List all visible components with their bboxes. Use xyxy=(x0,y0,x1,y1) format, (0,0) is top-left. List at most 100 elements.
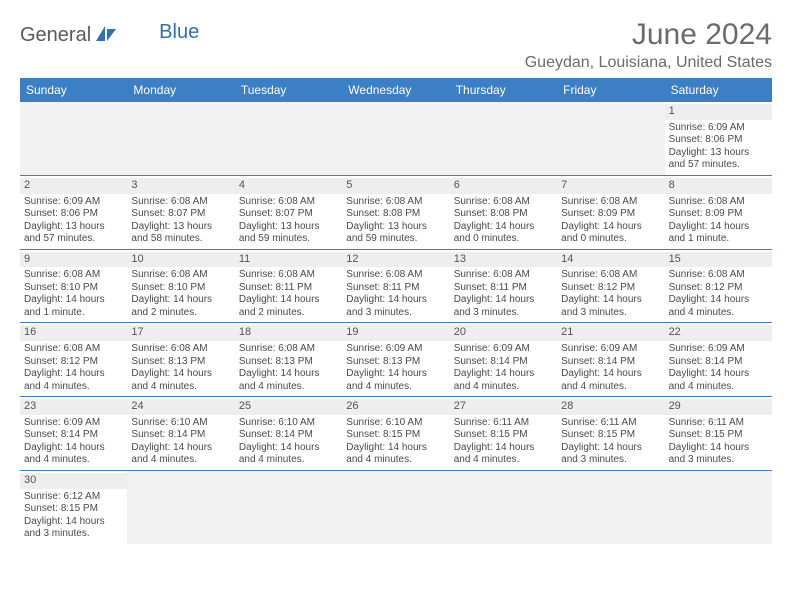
day-cell-15: 15Sunrise: 6:08 AMSunset: 8:12 PMDayligh… xyxy=(665,250,772,323)
sunset-text: Sunset: 8:14 PM xyxy=(131,429,230,442)
empty-cell xyxy=(665,471,772,544)
sunset-text: Sunset: 8:07 PM xyxy=(239,208,338,221)
day-cell-28: 28Sunrise: 6:11 AMSunset: 8:15 PMDayligh… xyxy=(557,397,664,470)
day-number: 9 xyxy=(20,252,127,268)
day-number: 2 xyxy=(20,178,127,194)
day-number: 27 xyxy=(450,399,557,415)
empty-cell xyxy=(127,102,234,175)
daylight-text-1: Daylight: 14 hours xyxy=(239,442,338,455)
sunrise-text: Sunrise: 6:08 AM xyxy=(24,343,123,356)
sunset-text: Sunset: 8:15 PM xyxy=(24,503,123,516)
sunrise-text: Sunrise: 6:11 AM xyxy=(454,417,553,430)
day-cell-13: 13Sunrise: 6:08 AMSunset: 8:11 PMDayligh… xyxy=(450,250,557,323)
sunset-text: Sunset: 8:12 PM xyxy=(669,282,768,295)
daylight-text-1: Daylight: 13 hours xyxy=(669,147,768,160)
day-cell-16: 16Sunrise: 6:08 AMSunset: 8:12 PMDayligh… xyxy=(20,323,127,396)
week-row: 1Sunrise: 6:09 AMSunset: 8:06 PMDaylight… xyxy=(20,102,772,176)
day-cell-3: 3Sunrise: 6:08 AMSunset: 8:07 PMDaylight… xyxy=(127,176,234,249)
sunrise-text: Sunrise: 6:08 AM xyxy=(131,196,230,209)
day-number: 26 xyxy=(342,399,449,415)
daylight-text-1: Daylight: 14 hours xyxy=(669,442,768,455)
daylight-text-2: and 4 minutes. xyxy=(346,454,445,467)
sunrise-text: Sunrise: 6:08 AM xyxy=(346,269,445,282)
sunset-text: Sunset: 8:11 PM xyxy=(454,282,553,295)
day-cell-4: 4Sunrise: 6:08 AMSunset: 8:07 PMDaylight… xyxy=(235,176,342,249)
sunrise-text: Sunrise: 6:09 AM xyxy=(669,122,768,135)
daylight-text-2: and 3 minutes. xyxy=(346,307,445,320)
daylight-text-2: and 59 minutes. xyxy=(346,233,445,246)
day-cell-24: 24Sunrise: 6:10 AMSunset: 8:14 PMDayligh… xyxy=(127,397,234,470)
day-cell-27: 27 Sunrise: 6:11 AMSunset: 8:15 PMDayligh… xyxy=(450,397,557,470)
title-block: June 2024 Gueydan, Louisiana, United Sta… xyxy=(525,18,772,72)
weeks-container: 1Sunrise: 6:09 AMSunset: 8:06 PMDaylight… xyxy=(20,102,772,544)
sunrise-text: Sunrise: 6:09 AM xyxy=(454,343,553,356)
daylight-text-2: and 2 minutes. xyxy=(131,307,230,320)
daylight-text-2: and 4 minutes. xyxy=(454,454,553,467)
daylight-text-1: Daylight: 13 hours xyxy=(131,221,230,234)
sunset-text: Sunset: 8:12 PM xyxy=(561,282,660,295)
day-cell-19: 19Sunrise: 6:09 AMSunset: 8:13 PMDayligh… xyxy=(342,323,449,396)
day-number: 7 xyxy=(557,178,664,194)
sunset-text: Sunset: 8:10 PM xyxy=(131,282,230,295)
sunset-text: Sunset: 8:15 PM xyxy=(669,429,768,442)
daylight-text-2: and 59 minutes. xyxy=(239,233,338,246)
month-title: June 2024 xyxy=(525,18,772,52)
daylight-text-2: and 3 minutes. xyxy=(669,454,768,467)
dow-saturday: Saturday xyxy=(665,78,772,102)
empty-cell xyxy=(342,102,449,175)
daylight-text-2: and 3 minutes. xyxy=(454,307,553,320)
location-text: Gueydan, Louisiana, United States xyxy=(525,54,772,72)
daylight-text-2: and 4 minutes. xyxy=(24,381,123,394)
day-number: 18 xyxy=(235,325,342,341)
sunset-text: Sunset: 8:13 PM xyxy=(239,356,338,369)
sunrise-text: Sunrise: 6:09 AM xyxy=(24,417,123,430)
daylight-text-1: Daylight: 13 hours xyxy=(24,221,123,234)
day-cell-25: 25Sunrise: 6:10 AMSunset: 8:14 PMDayligh… xyxy=(235,397,342,470)
sunrise-text: Sunrise: 6:08 AM xyxy=(561,196,660,209)
sunrise-text: Sunrise: 6:08 AM xyxy=(346,196,445,209)
sunrise-text: Sunrise: 6:08 AM xyxy=(239,196,338,209)
sunset-text: Sunset: 8:12 PM xyxy=(24,356,123,369)
sunset-text: Sunset: 8:14 PM xyxy=(669,356,768,369)
day-cell-17: 17Sunrise: 6:08 AMSunset: 8:13 PMDayligh… xyxy=(127,323,234,396)
sunset-text: Sunset: 8:08 PM xyxy=(454,208,553,221)
sunset-text: Sunset: 8:10 PM xyxy=(24,282,123,295)
sunset-text: Sunset: 8:14 PM xyxy=(454,356,553,369)
sunrise-text: Sunrise: 6:08 AM xyxy=(561,269,660,282)
week-row: 16Sunrise: 6:08 AMSunset: 8:12 PMDayligh… xyxy=(20,323,772,397)
day-cell-10: 10Sunrise: 6:08 AMSunset: 8:10 PMDayligh… xyxy=(127,250,234,323)
dow-thursday: Thursday xyxy=(450,78,557,102)
sunrise-text: Sunrise: 6:09 AM xyxy=(346,343,445,356)
day-number: 5 xyxy=(342,178,449,194)
sunset-text: Sunset: 8:13 PM xyxy=(131,356,230,369)
sunset-text: Sunset: 8:07 PM xyxy=(131,208,230,221)
sunset-text: Sunset: 8:15 PM xyxy=(561,429,660,442)
sunrise-text: Sunrise: 6:11 AM xyxy=(561,417,660,430)
daylight-text-2: and 4 minutes. xyxy=(346,381,445,394)
daylight-text-1: Daylight: 14 hours xyxy=(561,294,660,307)
sunrise-text: Sunrise: 6:08 AM xyxy=(131,269,230,282)
sunrise-text: Sunrise: 6:12 AM xyxy=(24,491,123,504)
sunrise-text: Sunrise: 6:08 AM xyxy=(239,343,338,356)
sunrise-text: Sunrise: 6:08 AM xyxy=(669,269,768,282)
sunset-text: Sunset: 8:06 PM xyxy=(24,208,123,221)
daylight-text-1: Daylight: 14 hours xyxy=(24,516,123,529)
daylight-text-2: and 4 minutes. xyxy=(669,381,768,394)
daylight-text-2: and 4 minutes. xyxy=(131,381,230,394)
day-number: 16 xyxy=(20,325,127,341)
daylight-text-1: Daylight: 14 hours xyxy=(669,368,768,381)
sunrise-text: Sunrise: 6:08 AM xyxy=(239,269,338,282)
sunset-text: Sunset: 8:08 PM xyxy=(346,208,445,221)
sunset-text: Sunset: 8:15 PM xyxy=(454,429,553,442)
dow-tuesday: Tuesday xyxy=(235,78,342,102)
sunset-text: Sunset: 8:06 PM xyxy=(669,134,768,147)
day-number: 14 xyxy=(557,252,664,268)
daylight-text-2: and 0 minutes. xyxy=(561,233,660,246)
daylight-text-1: Daylight: 14 hours xyxy=(454,221,553,234)
daylight-text-1: Daylight: 14 hours xyxy=(131,368,230,381)
daylight-text-1: Daylight: 14 hours xyxy=(669,294,768,307)
daylight-text-2: and 4 minutes. xyxy=(24,454,123,467)
empty-cell xyxy=(450,471,557,544)
daylight-text-1: Daylight: 14 hours xyxy=(454,442,553,455)
empty-cell xyxy=(342,471,449,544)
